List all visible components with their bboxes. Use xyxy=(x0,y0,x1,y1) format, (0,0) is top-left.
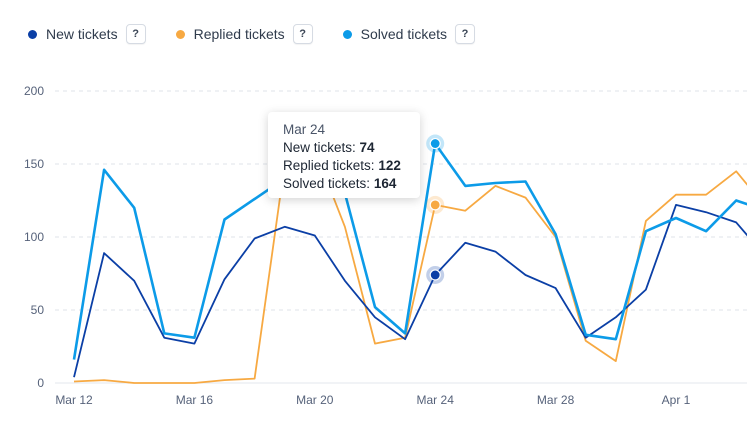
legend-label: Replied tickets xyxy=(193,26,285,42)
series-line-replied-tickets xyxy=(73,148,747,384)
x-tick-label: Mar 16 xyxy=(176,393,214,407)
tooltip-row-solved: Solved tickets: 164 xyxy=(283,175,420,193)
legend-item-new-tickets[interactable]: New tickets ? xyxy=(28,24,146,44)
tooltip-label: New tickets: xyxy=(283,140,356,155)
tooltip-value: 122 xyxy=(378,158,401,173)
highlight-point-replied-tickets xyxy=(429,199,441,211)
y-tick-label: 150 xyxy=(24,157,44,171)
tooltip-value: 164 xyxy=(373,176,397,191)
tooltip-row-new: New tickets: 74 xyxy=(283,139,420,157)
replied-tickets-dot-icon xyxy=(175,29,185,39)
series-line-new-tickets xyxy=(73,203,747,378)
legend-item-replied-tickets[interactable]: Replied tickets ? xyxy=(175,24,313,44)
x-tick-label: Mar 28 xyxy=(537,393,575,407)
x-tick-label: Mar 20 xyxy=(296,393,334,407)
help-icon[interactable]: ? xyxy=(455,24,475,44)
tooltip-date: Mar 24 xyxy=(283,122,326,137)
x-tick-label: Mar 24 xyxy=(417,393,455,407)
series-line-solved-tickets xyxy=(72,142,747,360)
x-tick-label: Mar 12 xyxy=(55,393,93,407)
help-icon[interactable]: ? xyxy=(292,24,313,44)
tooltip-label: Replied tickets: xyxy=(283,158,375,173)
legend: New tickets ? Replied tickets ? Solved t… xyxy=(28,24,505,44)
legend-item-solved-tickets[interactable]: Solved tickets ? xyxy=(342,24,475,44)
highlight-point-new-tickets xyxy=(429,269,441,281)
tooltip-label: Solved tickets: xyxy=(283,176,371,191)
highlight-point-solved-tickets xyxy=(429,137,441,150)
y-tick-label: 100 xyxy=(24,230,44,244)
y-tick-label: 0 xyxy=(37,376,44,390)
y-tick-label: 50 xyxy=(31,303,45,317)
tooltip-row-replied: Replied tickets: 122 xyxy=(283,157,420,175)
solved-tickets-dot-icon xyxy=(342,29,352,39)
tooltip-value: 74 xyxy=(359,140,375,155)
new-tickets-dot-icon xyxy=(28,29,37,39)
y-tick-label: 200 xyxy=(24,84,44,98)
legend-label: New tickets xyxy=(46,26,118,42)
x-tick-label: Apr 1 xyxy=(662,393,691,407)
help-icon[interactable]: ? xyxy=(125,24,146,44)
chart-tooltip: Mar 24 New tickets: 74 Replied tickets: … xyxy=(268,112,420,198)
legend-label: Solved tickets xyxy=(360,26,447,42)
